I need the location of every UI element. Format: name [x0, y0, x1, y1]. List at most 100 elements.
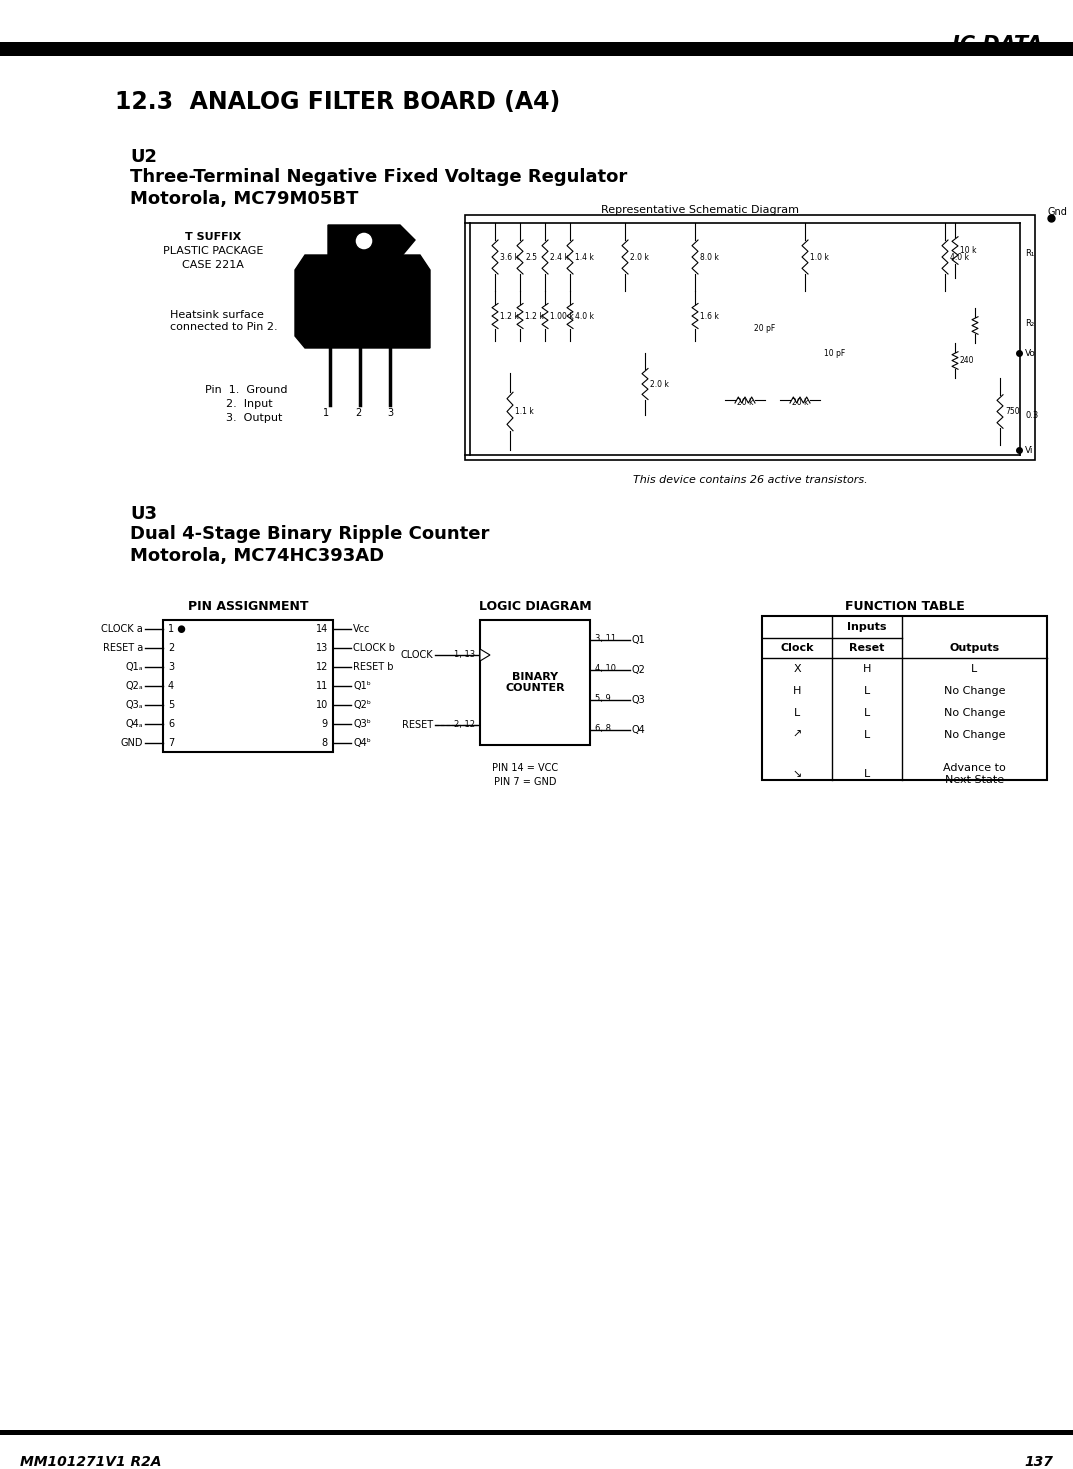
Text: 1.2 k: 1.2 k — [525, 311, 544, 320]
Bar — [465, 214, 1035, 460]
Text: 2.4 k: 2.4 k — [550, 253, 569, 261]
Text: 1: 1 — [323, 408, 329, 419]
Bar — [480, 620, 590, 745]
Text: Inputs: Inputs — [848, 621, 886, 632]
Text: 3.  Output: 3. Output — [205, 413, 282, 423]
Text: 2, 12: 2, 12 — [455, 720, 475, 729]
Text: 1.0 k: 1.0 k — [810, 253, 828, 261]
Text: CASE 221A: CASE 221A — [182, 260, 244, 270]
Text: L: L — [794, 708, 800, 718]
Text: Vo: Vo — [1025, 348, 1035, 357]
Text: 3: 3 — [168, 663, 174, 673]
Text: 1.00 k: 1.00 k — [550, 311, 574, 320]
Text: No Change: No Change — [944, 686, 1005, 696]
Text: 137: 137 — [1024, 1454, 1053, 1469]
Text: Heatsink surface
connected to Pin 2.: Heatsink surface connected to Pin 2. — [170, 310, 278, 332]
Text: X: X — [793, 664, 800, 674]
Circle shape — [355, 232, 373, 250]
Text: H: H — [793, 686, 802, 696]
Text: Q4: Q4 — [632, 726, 646, 734]
Text: BINARY
COUNTER: BINARY COUNTER — [505, 671, 564, 693]
Text: 1.4 k: 1.4 k — [575, 253, 593, 261]
Text: Motorola, MC79M05BT: Motorola, MC79M05BT — [130, 190, 358, 209]
Text: 10: 10 — [315, 699, 328, 710]
Text: PIN ASSIGNMENT: PIN ASSIGNMENT — [188, 599, 308, 613]
Text: Q2: Q2 — [632, 665, 646, 674]
Text: 1.2 k: 1.2 k — [500, 311, 518, 320]
Text: 13: 13 — [315, 643, 328, 654]
Text: R₁: R₁ — [1025, 248, 1034, 257]
Polygon shape — [295, 256, 430, 348]
Text: 6: 6 — [168, 718, 174, 729]
Text: GND: GND — [120, 737, 143, 748]
Text: Vi: Vi — [1025, 445, 1033, 454]
Text: PIN 7 = GND: PIN 7 = GND — [494, 777, 556, 787]
Text: T SUFFIX: T SUFFIX — [185, 232, 241, 242]
Text: Q1ₐ: Q1ₐ — [126, 663, 143, 673]
Text: MM101271V1 R2A: MM101271V1 R2A — [20, 1454, 162, 1469]
Text: L: L — [864, 730, 870, 740]
Text: Representative Schematic Diagram: Representative Schematic Diagram — [601, 206, 799, 214]
Text: Q3: Q3 — [632, 695, 646, 705]
Text: 4.0 k: 4.0 k — [950, 253, 969, 261]
Text: 1.6 k: 1.6 k — [700, 311, 719, 320]
Text: 750: 750 — [1005, 407, 1019, 416]
Text: PLASTIC PACKAGE: PLASTIC PACKAGE — [163, 245, 263, 256]
Text: 9: 9 — [322, 718, 328, 729]
Text: Outputs: Outputs — [950, 643, 1000, 654]
Text: CLOCK: CLOCK — [400, 649, 433, 660]
Text: 2.0 k: 2.0 k — [650, 379, 668, 388]
Text: Q2ₐ: Q2ₐ — [126, 682, 143, 690]
Text: 240: 240 — [960, 355, 974, 364]
Text: 12: 12 — [315, 663, 328, 673]
Text: R₂: R₂ — [1025, 319, 1034, 328]
Text: L: L — [971, 664, 978, 674]
Polygon shape — [480, 649, 490, 661]
Text: Advance to
Next State: Advance to Next State — [943, 764, 1005, 784]
Text: 20 pF: 20 pF — [754, 323, 776, 332]
Text: Q3ᵇ: Q3ᵇ — [353, 718, 371, 729]
Text: No Change: No Change — [944, 730, 1005, 740]
Text: PIN 14 = VCC: PIN 14 = VCC — [491, 762, 558, 773]
Text: CLOCK b: CLOCK b — [353, 643, 395, 654]
Text: 6, 8: 6, 8 — [596, 724, 611, 733]
Text: 2.  Input: 2. Input — [205, 400, 273, 408]
Text: L: L — [864, 686, 870, 696]
Text: 5, 9: 5, 9 — [596, 693, 611, 704]
Text: 4, 10: 4, 10 — [596, 664, 616, 673]
Text: 7: 7 — [168, 737, 174, 748]
Text: Q2ᵇ: Q2ᵇ — [353, 699, 371, 710]
Text: 10 k: 10 k — [960, 245, 976, 256]
Text: 1, 13: 1, 13 — [455, 649, 475, 660]
Bar — [163, 620, 333, 752]
Text: ↘: ↘ — [792, 768, 802, 779]
Text: Three-Terminal Negative Fixed Voltage Regulator: Three-Terminal Negative Fixed Voltage Re… — [130, 167, 628, 187]
Text: Q3ₐ: Q3ₐ — [126, 699, 143, 710]
Text: Gnd: Gnd — [1048, 207, 1068, 217]
Text: Motorola, MC74HC393AD: Motorola, MC74HC393AD — [130, 546, 384, 566]
Text: 14: 14 — [315, 624, 328, 635]
Text: U3: U3 — [130, 505, 157, 523]
Text: 8.0 k: 8.0 k — [700, 253, 719, 261]
Text: Clock: Clock — [780, 643, 813, 654]
Text: Pin  1.  Ground: Pin 1. Ground — [205, 385, 288, 395]
Text: 2: 2 — [355, 408, 362, 419]
Text: 5: 5 — [168, 699, 174, 710]
Text: RESET b: RESET b — [353, 663, 394, 673]
Polygon shape — [328, 225, 415, 259]
Text: 3, 11: 3, 11 — [596, 635, 616, 643]
Text: FUNCTION TABLE: FUNCTION TABLE — [844, 599, 965, 613]
Text: 20 k: 20 k — [792, 398, 808, 407]
Bar — [762, 616, 1047, 780]
Text: 10 pF: 10 pF — [824, 348, 846, 357]
Text: 2: 2 — [168, 643, 174, 654]
Text: 4: 4 — [168, 682, 174, 690]
Text: 0.3: 0.3 — [1025, 410, 1039, 420]
Text: 2.0 k: 2.0 k — [630, 253, 649, 261]
Text: 4.0 k: 4.0 k — [575, 311, 594, 320]
Text: U2: U2 — [130, 148, 157, 166]
Text: ↗: ↗ — [792, 730, 802, 740]
Text: 1.1 k: 1.1 k — [515, 407, 533, 416]
Text: Q1ᵇ: Q1ᵇ — [353, 682, 371, 690]
Text: IC DATA: IC DATA — [953, 35, 1043, 54]
